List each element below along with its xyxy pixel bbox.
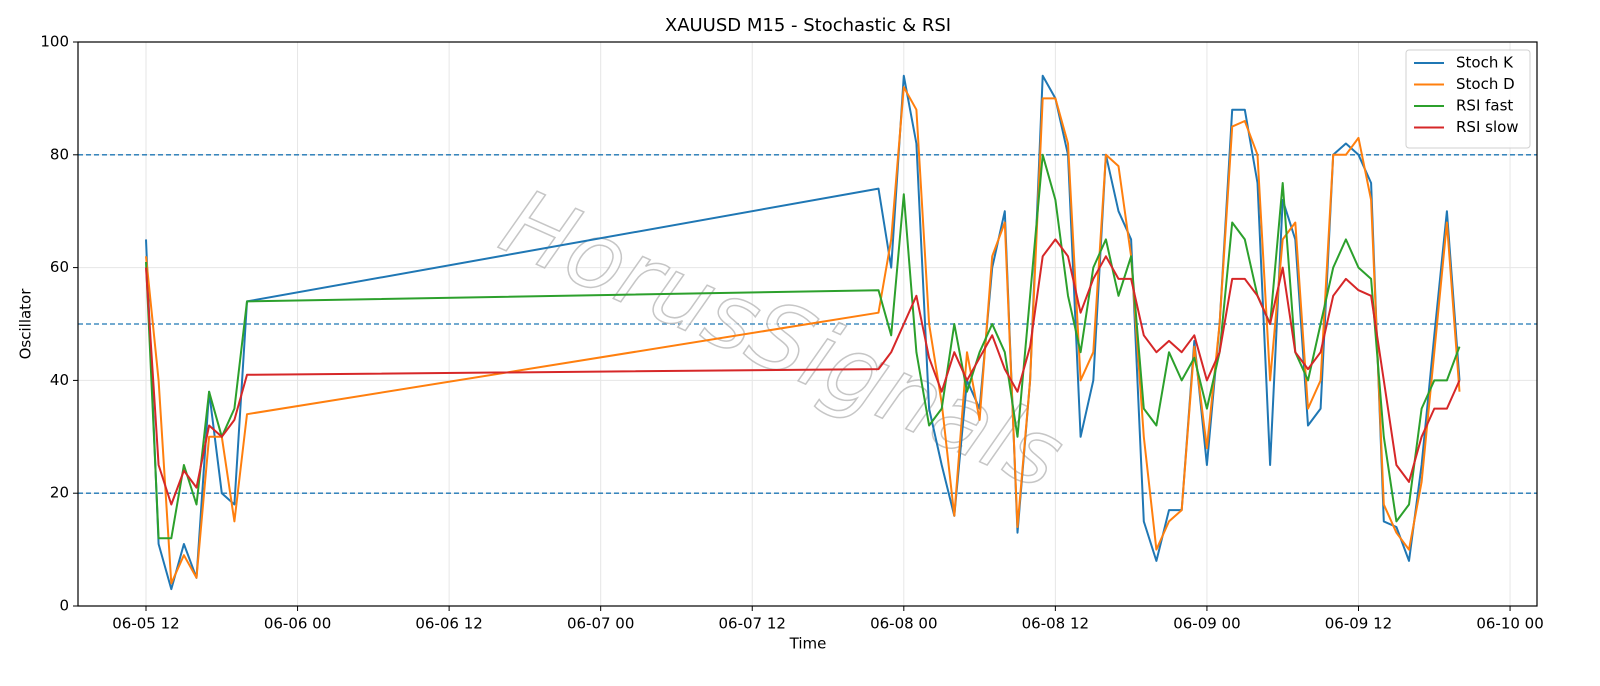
legend-label: Stoch D [1456, 75, 1515, 93]
y-tick-label: 40 [50, 371, 69, 389]
x-tick-label: 06-07 00 [567, 615, 634, 633]
chart-title: XAUUSD M15 - Stochastic & RSI [665, 15, 951, 36]
y-tick-label: 100 [40, 33, 69, 51]
x-tick-label: 06-09 12 [1325, 615, 1392, 633]
x-tick-label: 06-05 12 [112, 615, 179, 633]
x-tick-label: 06-10 00 [1476, 615, 1543, 633]
plot-frame [77, 41, 1538, 607]
x-tick-label: 06-06 12 [415, 615, 482, 633]
y-tick-label: 0 [59, 597, 69, 615]
legend-label: RSI fast [1456, 97, 1513, 115]
series-line [145, 74, 1461, 591]
x-tick-label: 06-06 00 [264, 615, 331, 633]
legend-label: RSI slow [1456, 118, 1519, 136]
legend-label: Stoch K [1456, 54, 1514, 72]
x-tick-label: 06-08 12 [1022, 615, 1089, 633]
x-tick-label: 06-07 12 [719, 615, 786, 633]
y-tick-label: 60 [50, 258, 69, 276]
y-tick-label: 20 [50, 484, 69, 502]
x-tick-label: 06-08 00 [870, 615, 937, 633]
y-tick-label: 80 [50, 145, 69, 163]
x-tick-label: 06-09 00 [1173, 615, 1240, 633]
series-line [145, 238, 1461, 506]
y-axis-label: Oscillator [17, 288, 35, 360]
legend-box [1405, 49, 1531, 149]
x-axis-label: Time [789, 635, 827, 653]
